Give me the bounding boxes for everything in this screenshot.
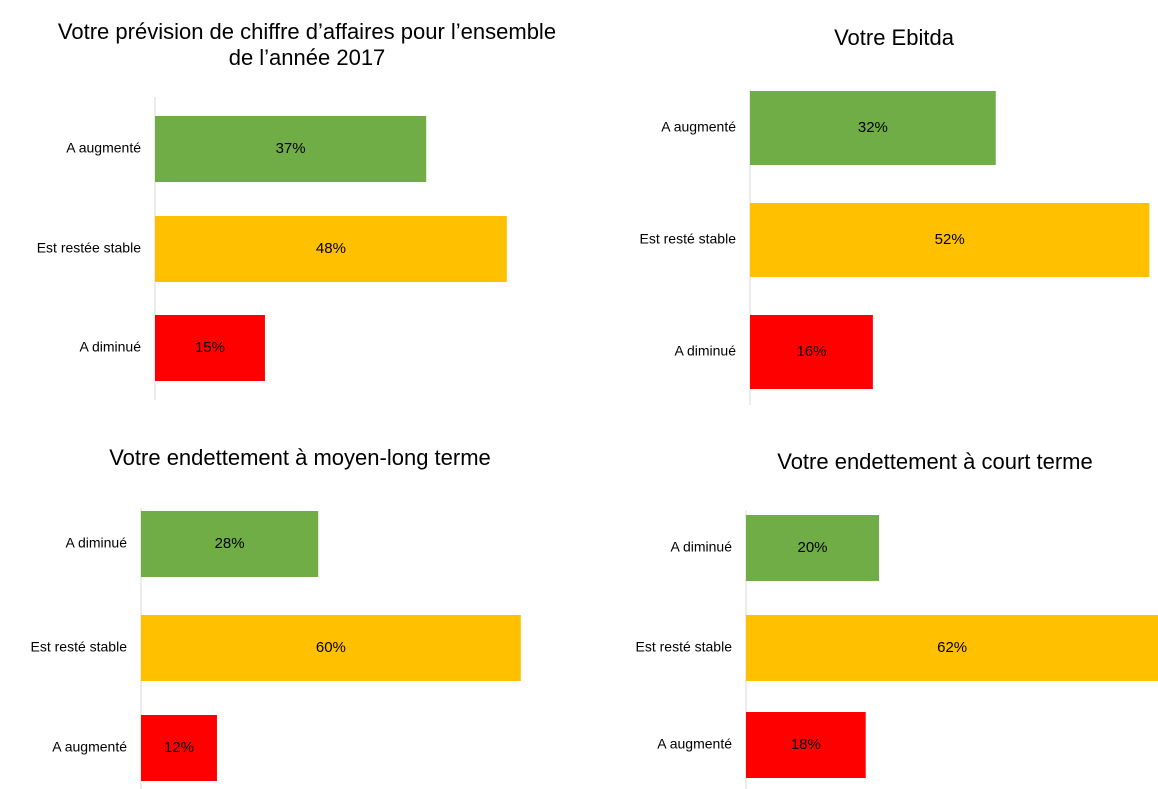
bar <box>750 203 1150 277</box>
category-label: A diminué <box>66 535 128 551</box>
value-label: 62% <box>937 639 967 656</box>
value-label: 16% <box>796 343 826 360</box>
bar <box>750 91 996 165</box>
bar <box>141 511 319 577</box>
bar <box>155 116 427 182</box>
bar <box>141 715 217 781</box>
value-label: 32% <box>858 119 888 136</box>
category-label: A augmenté <box>52 739 127 755</box>
value-label: 15% <box>195 339 225 356</box>
value-label: 37% <box>276 140 306 157</box>
category-label: Est resté stable <box>31 639 128 655</box>
bar <box>746 615 1158 681</box>
category-label: Est resté stable <box>636 639 733 655</box>
value-label: 20% <box>797 539 827 556</box>
bar <box>746 712 866 778</box>
chart-title: Votre prévision de chiffre d’affaires po… <box>57 19 557 70</box>
category-label: A diminué <box>671 539 733 555</box>
category-label: Est resté stable <box>640 231 737 247</box>
bar <box>155 315 265 381</box>
chart-title: Votre endettement à moyen-long terme <box>109 445 491 470</box>
value-label: 12% <box>164 739 194 756</box>
category-label: A diminué <box>675 343 737 359</box>
category-label: A augmenté <box>66 140 141 156</box>
value-label: 48% <box>316 240 346 257</box>
category-label: A augmenté <box>657 736 732 752</box>
chart-title: Votre endettement à court terme <box>777 449 1093 474</box>
bar <box>746 515 879 581</box>
value-label: 60% <box>316 639 346 656</box>
category-label: A diminué <box>80 339 142 355</box>
bar <box>155 216 507 282</box>
category-label: Est restée stable <box>37 240 141 256</box>
bar <box>141 615 521 681</box>
category-label: A augmenté <box>661 119 736 135</box>
chart-title: Votre Ebitda <box>834 25 954 50</box>
value-label: 28% <box>215 535 245 552</box>
value-label: 18% <box>791 736 821 753</box>
value-label: 52% <box>935 231 965 248</box>
bar <box>750 315 873 389</box>
